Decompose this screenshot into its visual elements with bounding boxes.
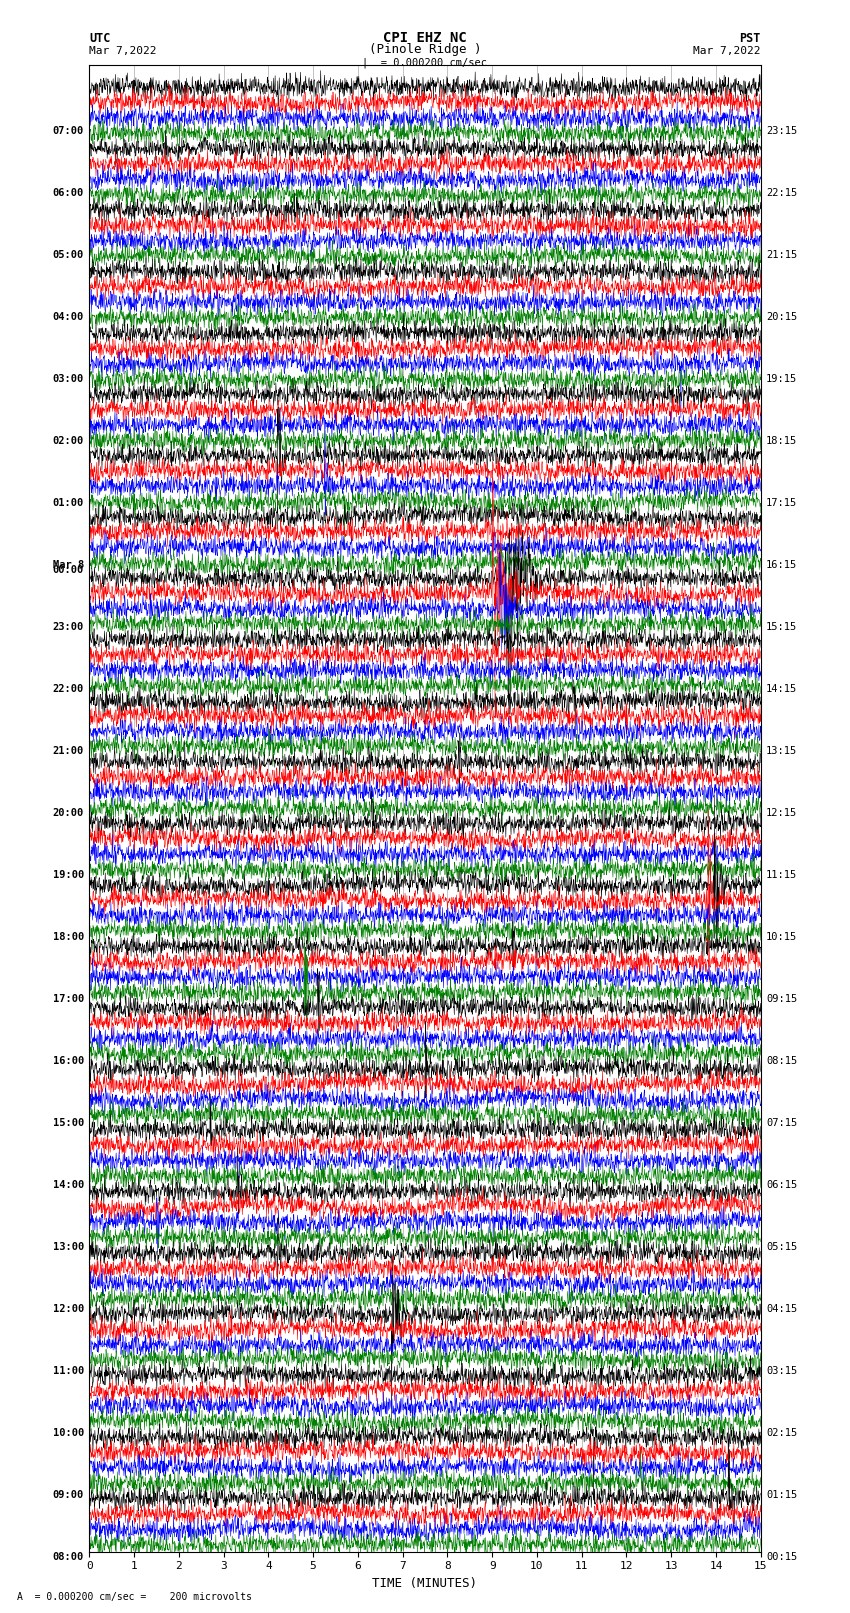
Text: 20:15: 20:15 bbox=[766, 313, 797, 323]
Text: 01:00: 01:00 bbox=[53, 498, 84, 508]
Text: 07:00: 07:00 bbox=[53, 126, 84, 137]
Text: 00:15: 00:15 bbox=[766, 1552, 797, 1561]
Text: 22:15: 22:15 bbox=[766, 189, 797, 198]
Text: 11:15: 11:15 bbox=[766, 869, 797, 881]
Text: 15:00: 15:00 bbox=[53, 1118, 84, 1127]
Text: 09:00: 09:00 bbox=[53, 1490, 84, 1500]
Text: 23:00: 23:00 bbox=[53, 623, 84, 632]
Text: 04:15: 04:15 bbox=[766, 1303, 797, 1315]
Text: 16:15: 16:15 bbox=[766, 560, 797, 571]
Text: 10:15: 10:15 bbox=[766, 932, 797, 942]
Text: 08:00: 08:00 bbox=[53, 1552, 84, 1561]
Text: 11:00: 11:00 bbox=[53, 1366, 84, 1376]
Text: 10:00: 10:00 bbox=[53, 1428, 84, 1437]
Text: 19:15: 19:15 bbox=[766, 374, 797, 384]
Text: 08:15: 08:15 bbox=[766, 1057, 797, 1066]
Text: 23:15: 23:15 bbox=[766, 126, 797, 137]
Text: 01:15: 01:15 bbox=[766, 1490, 797, 1500]
Text: 13:15: 13:15 bbox=[766, 747, 797, 756]
Text: Mar 7,2022: Mar 7,2022 bbox=[694, 47, 761, 56]
Text: 17:15: 17:15 bbox=[766, 498, 797, 508]
Text: 13:00: 13:00 bbox=[53, 1242, 84, 1252]
Text: |  = 0.000200 cm/sec: | = 0.000200 cm/sec bbox=[362, 56, 488, 68]
Text: 12:00: 12:00 bbox=[53, 1303, 84, 1315]
Text: 06:00: 06:00 bbox=[53, 189, 84, 198]
Text: Mar 8: Mar 8 bbox=[53, 560, 84, 571]
Text: 20:00: 20:00 bbox=[53, 808, 84, 818]
Text: 17:00: 17:00 bbox=[53, 994, 84, 1003]
Text: 22:00: 22:00 bbox=[53, 684, 84, 694]
Text: 04:00: 04:00 bbox=[53, 313, 84, 323]
Text: (Pinole Ridge ): (Pinole Ridge ) bbox=[369, 44, 481, 56]
Text: PST: PST bbox=[740, 32, 761, 45]
Text: CPI EHZ NC: CPI EHZ NC bbox=[383, 31, 467, 45]
Text: 06:15: 06:15 bbox=[766, 1181, 797, 1190]
Text: 18:00: 18:00 bbox=[53, 932, 84, 942]
Text: 19:00: 19:00 bbox=[53, 869, 84, 881]
Text: 05:00: 05:00 bbox=[53, 250, 84, 260]
Text: 09:15: 09:15 bbox=[766, 994, 797, 1003]
Text: 21:00: 21:00 bbox=[53, 747, 84, 756]
Text: 12:15: 12:15 bbox=[766, 808, 797, 818]
Text: 03:00: 03:00 bbox=[53, 374, 84, 384]
Text: 02:00: 02:00 bbox=[53, 436, 84, 447]
Text: 15:15: 15:15 bbox=[766, 623, 797, 632]
Text: 21:15: 21:15 bbox=[766, 250, 797, 260]
Text: Mar 7,2022: Mar 7,2022 bbox=[89, 47, 156, 56]
Text: A  = 0.000200 cm/sec =    200 microvolts: A = 0.000200 cm/sec = 200 microvolts bbox=[17, 1592, 252, 1602]
Text: 16:00: 16:00 bbox=[53, 1057, 84, 1066]
X-axis label: TIME (MINUTES): TIME (MINUTES) bbox=[372, 1578, 478, 1590]
Text: 18:15: 18:15 bbox=[766, 436, 797, 447]
Text: 14:15: 14:15 bbox=[766, 684, 797, 694]
Text: 03:15: 03:15 bbox=[766, 1366, 797, 1376]
Text: 07:15: 07:15 bbox=[766, 1118, 797, 1127]
Text: UTC: UTC bbox=[89, 32, 110, 45]
Text: 02:15: 02:15 bbox=[766, 1428, 797, 1437]
Text: 14:00: 14:00 bbox=[53, 1181, 84, 1190]
Text: 05:15: 05:15 bbox=[766, 1242, 797, 1252]
Text: 00:00: 00:00 bbox=[53, 565, 84, 574]
